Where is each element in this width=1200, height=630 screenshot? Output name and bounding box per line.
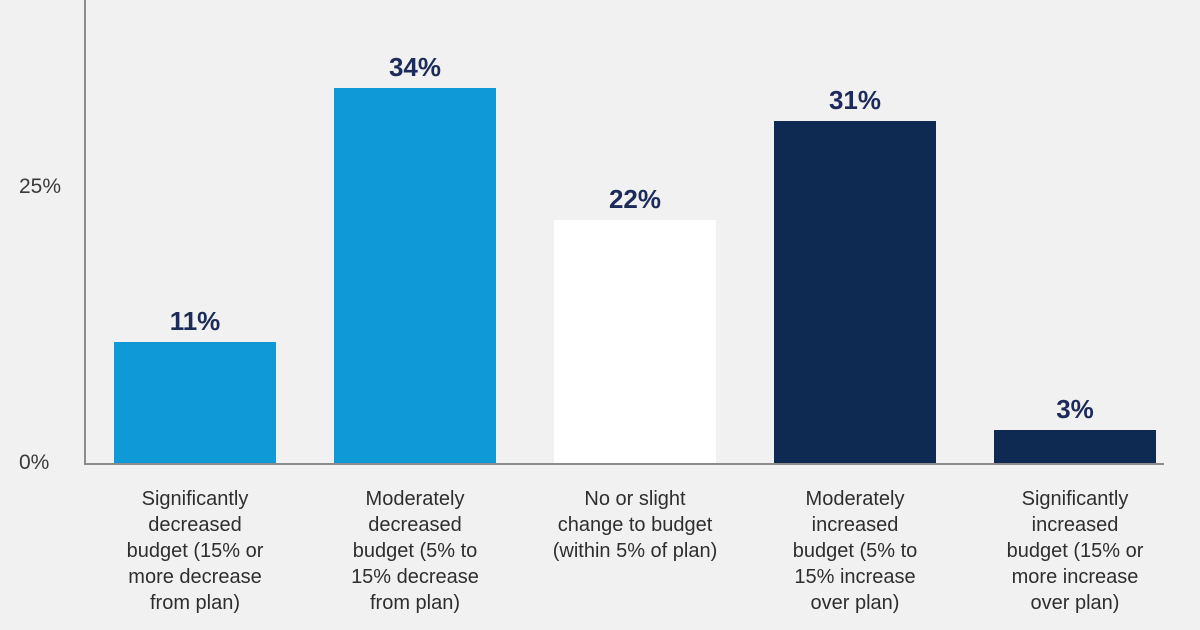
bar-slot: 3% [965,0,1185,463]
bar [114,342,276,463]
bar-slot: 11% [85,0,305,463]
category-label: Moderately increased budget (5% to 15% i… [792,488,918,614]
bar-slot: 34% [305,0,525,463]
bar [774,121,936,463]
bar [334,88,496,463]
bar-slot: 31% [745,0,965,463]
x-axis-category-labels: Significantly decreased budget (15% or m… [85,486,1185,616]
category-label: Significantly decreased budget (15% or m… [126,488,264,614]
bar-slot: 22% [525,0,745,463]
x-axis-line [84,463,1164,465]
y-axis-line [84,0,86,464]
y-tick-label: 0% [19,451,50,474]
category-label: No or slight change to budget (within 5%… [552,488,718,562]
bar-value-label: 34% [388,52,442,82]
bar [994,430,1156,463]
category-label: Significantly increased budget (15% or m… [1006,488,1144,614]
bar-value-label: 3% [1056,394,1094,424]
bar [554,220,716,463]
plot-area: 11% 34% 22% 31% 3% [85,0,1185,463]
bar-value-label: 31% [828,85,882,115]
bar-value-label: 11% [169,306,221,336]
category-label: Moderately decreased budget (5% to 15% d… [351,488,479,614]
y-tick-label: 25% [19,175,62,199]
bar-value-label: 22% [608,184,662,214]
